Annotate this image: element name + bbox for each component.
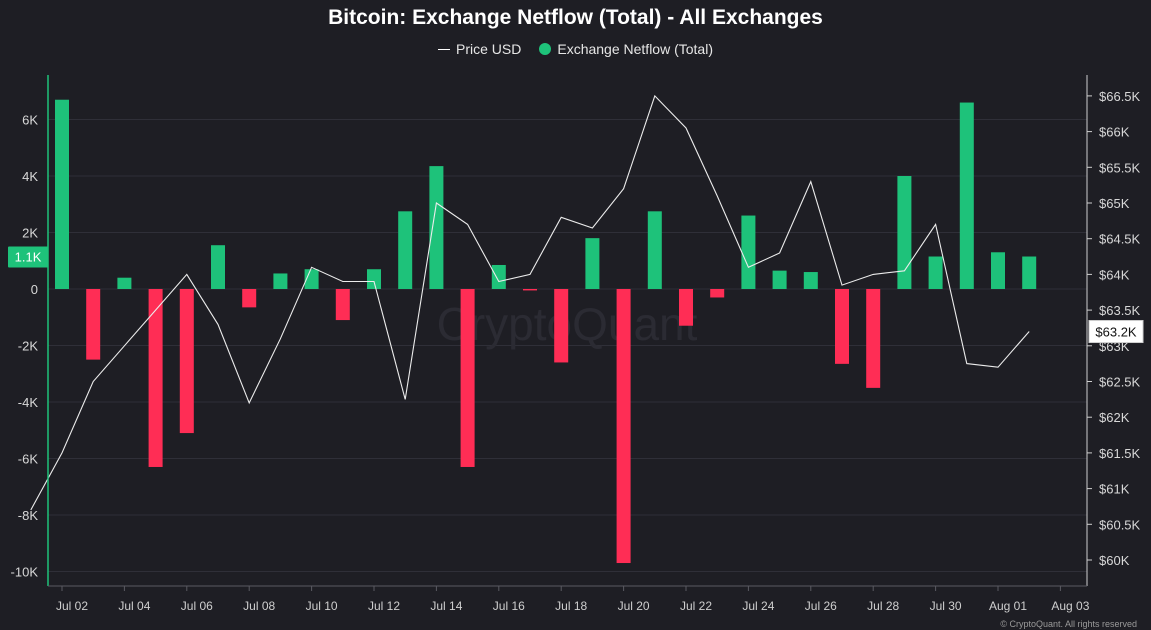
x-tick-label: Aug 01: [989, 599, 1027, 613]
chart-title: Bitcoin: Exchange Netflow (Total) - All …: [328, 6, 823, 29]
current-netflow-badge-label: 1.1K: [15, 250, 42, 265]
x-tick-label: Jul 22: [680, 599, 712, 613]
copyright-text: © CryptoQuant. All rights reserved: [1000, 619, 1137, 629]
x-tick-label: Jul 16: [493, 599, 525, 613]
right-tick-label: $65K: [1099, 196, 1130, 211]
legend-item-netflow[interactable]: Exchange Netflow (Total): [539, 41, 713, 57]
netflow-bar: [803, 272, 818, 289]
right-tick-label: $63.5K: [1099, 303, 1141, 318]
netflow-bar: [741, 215, 756, 289]
right-tick-label: $66.5K: [1099, 89, 1141, 104]
x-tick-label: Jul 10: [306, 599, 338, 613]
legend-price-label: Price USD: [456, 41, 522, 57]
netflow-bar: [55, 99, 69, 289]
legend-dot-icon: [539, 43, 552, 55]
current-price-badge-label: $63.2K: [1095, 325, 1137, 340]
legend-line-icon: [438, 48, 450, 50]
netflow-bar: [554, 289, 569, 363]
right-tick-label: $60K: [1099, 553, 1130, 568]
netflow-bar: [335, 289, 350, 321]
netflow-bar: [897, 176, 912, 289]
x-tick-label: Jul 02: [56, 599, 88, 613]
current-netflow-badge: [8, 246, 48, 268]
right-tick-label: $66K: [1099, 125, 1130, 140]
netflow-bar: [647, 211, 662, 289]
netflow-bar: [429, 166, 444, 289]
right-axis-ticks: $66.5K$66K$65.5K$65K$64.5K$64K$63.5K$63K…: [1087, 89, 1141, 568]
x-tick-label: Aug 03: [1051, 599, 1089, 613]
netflow-bar: [273, 273, 288, 289]
netflow-bar: [1022, 256, 1037, 289]
x-tick-label: Jul 08: [243, 599, 275, 613]
netflow-bar: [398, 211, 413, 289]
right-tick-label: $62.5K: [1099, 375, 1141, 390]
right-tick-label: $61.5K: [1099, 446, 1141, 461]
x-tick-label: Jul 24: [742, 599, 774, 613]
netflow-bar: [148, 289, 163, 467]
netflow-bar: [367, 269, 381, 289]
axes: [47, 75, 1088, 587]
x-tick-label: Jul 30: [930, 599, 962, 613]
netflow-bar: [86, 289, 101, 360]
netflow-bar: [616, 289, 631, 564]
current-price-badge: [1088, 320, 1144, 344]
right-tick-label: $64.5K: [1099, 232, 1141, 247]
netflow-bar: [179, 289, 194, 434]
left-tick-label: -4K: [18, 395, 39, 410]
netflow-bar: [835, 289, 849, 364]
netflow-bar: [679, 289, 693, 326]
netflow-bar: [710, 289, 725, 298]
netflow-bar: [991, 252, 1005, 289]
netflow-bar: [772, 270, 787, 289]
legend-item-price[interactable]: Price USD: [438, 41, 521, 57]
netflow-bar: [491, 264, 506, 289]
left-tick-label: -2K: [18, 339, 39, 354]
legend-netflow-label: Exchange Netflow (Total): [557, 41, 713, 57]
netflow-bars: [55, 99, 1037, 564]
netflow-bar: [959, 102, 974, 289]
x-tick-label: Jul 14: [430, 599, 462, 613]
left-tick-label: 4K: [22, 169, 38, 184]
left-tick-label: -10K: [11, 565, 39, 580]
x-tick-label: Jul 18: [555, 599, 587, 613]
left-tick-label: 6K: [22, 113, 38, 128]
x-tick-label: Jul 26: [805, 599, 837, 613]
netflow-bar: [866, 289, 881, 388]
price-series-line: [30, 94, 1030, 511]
x-tick-label: Jul 06: [181, 599, 213, 613]
netflow-bar: [460, 289, 475, 467]
left-axis-ticks: 6K 4K 2K 0 -2K -4K -6K -8K -10K: [11, 113, 39, 580]
left-tick-label: 0: [31, 282, 38, 297]
left-tick-label: -8K: [18, 508, 39, 523]
netflow-bar: [928, 256, 943, 289]
right-tick-label: $62K: [1099, 410, 1130, 425]
netflow-bar: [117, 277, 132, 289]
x-axis-ticks: Jul 02 Jul 04 Jul 06 Jul 08 Jul 10 Jul 12 Jul …: [56, 586, 1090, 613]
value-badges: 1.1K $63.2K: [8, 246, 1144, 344]
right-tick-label: $65.5K: [1099, 160, 1141, 175]
netflow-bar: [211, 245, 225, 289]
price-line: [30, 94, 1030, 511]
netflow-bar: [242, 289, 257, 308]
x-tick-label: Jul 04: [118, 599, 150, 613]
netflow-bar: [523, 289, 537, 291]
x-tick-label: Jul 12: [368, 599, 400, 613]
right-tick-label: $61K: [1099, 482, 1130, 497]
right-tick-label: $64K: [1099, 267, 1130, 282]
left-tick-label: 2K: [22, 226, 38, 241]
x-tick-label: Jul 28: [867, 599, 899, 613]
chart-legend: Price USD Exchange Netflow (Total): [0, 41, 1151, 57]
x-tick-label: Jul 20: [618, 599, 650, 613]
netflow-bar: [585, 238, 600, 289]
left-tick-label: -6K: [18, 452, 39, 467]
right-tick-label: $60.5K: [1099, 517, 1141, 532]
